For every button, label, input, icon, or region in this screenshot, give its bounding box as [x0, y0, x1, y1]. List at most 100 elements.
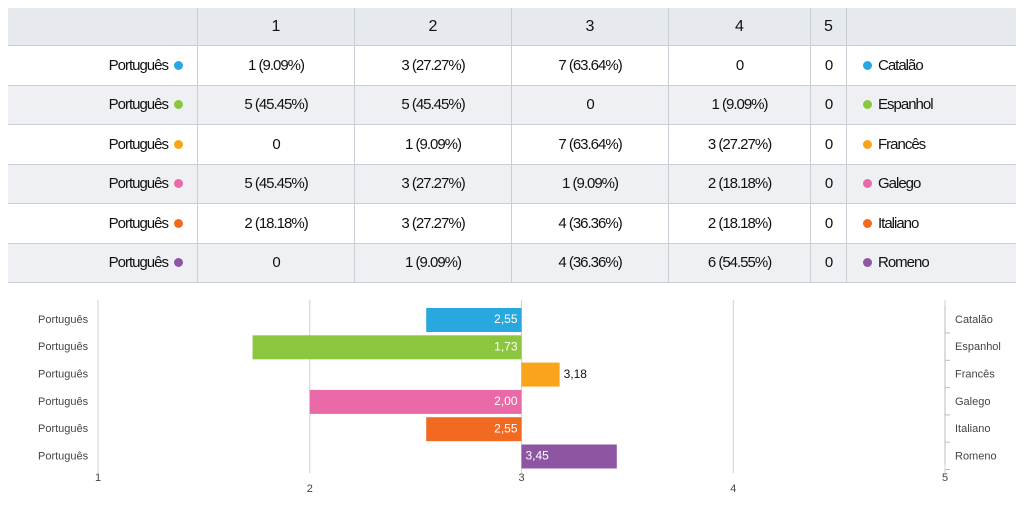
cell-text: 4 (36.36%): [558, 254, 622, 272]
cell-text: 0: [824, 214, 833, 232]
dot: [174, 100, 183, 110]
bar: [252, 335, 522, 360]
row-label: Português: [38, 314, 89, 326]
row-label: Português: [38, 369, 89, 381]
dot: [174, 179, 183, 189]
row-label: Português: [108, 96, 169, 114]
row-name-cell: Espanhol: [847, 86, 1016, 125]
table-cell: 4 (36.36%): [512, 204, 669, 243]
bar: [309, 389, 522, 414]
row-label: Português: [108, 175, 169, 193]
chart: 1 2 3 4 5 Português Catalão 2,55 Português Espanh…: [38, 300, 1001, 495]
row-name: Espanhol: [878, 96, 934, 114]
row-name: Francês: [878, 135, 926, 153]
cell-text: 3 (27.27%): [401, 214, 465, 232]
cell-text: 7 (63.64%): [558, 135, 622, 153]
table-cell: 1 (9.09%): [355, 125, 512, 164]
table-cell: 1 (9.09%): [512, 164, 669, 203]
cell-text: 2 (18.18%): [707, 214, 772, 232]
row-name: Galego: [878, 175, 921, 193]
dot: [863, 218, 872, 228]
x-tick-label: 3: [518, 472, 524, 484]
cell-text: 0: [824, 96, 833, 114]
table-cell: 0: [811, 164, 847, 203]
table-cell: 0: [198, 125, 355, 164]
header-cell: 4: [669, 8, 811, 45]
table-cell: 7 (63.64%): [512, 46, 669, 85]
row-name: Romeno: [878, 254, 930, 272]
value-label: 2,55: [494, 312, 518, 326]
bar: [426, 417, 522, 442]
cell-text: 1 (9.09%): [247, 56, 305, 74]
header-text: 1: [271, 17, 281, 35]
table-row: Português 5 (45.45%) 3 (27.27%) 1 (9.09%) 2 …: [8, 164, 1016, 204]
x-tick-label: 4: [730, 483, 736, 495]
table-cell: 3 (27.27%): [355, 204, 512, 243]
cell-text: 1 (9.09%): [404, 135, 462, 153]
row-name-cell: Catalão: [847, 46, 1016, 85]
row-name-cell: Galego: [847, 165, 1016, 204]
row-label: Português: [108, 214, 169, 232]
category-label: Catalão: [955, 314, 993, 326]
results-table: 1 2 3 4 5 Português 1 (9.09%) 3 (27.27%) 7 (63.6…: [8, 8, 1016, 283]
row-label: Português: [38, 341, 89, 353]
cell-text: 1 (9.09%): [404, 254, 462, 272]
table-cell: 0: [669, 46, 811, 85]
category-label: Espanhol: [955, 341, 1001, 353]
header-cell: 5: [811, 8, 847, 45]
cell-text: 6 (54.55%): [707, 254, 772, 272]
dot: [174, 218, 183, 228]
cell-text: 1 (9.09%): [561, 175, 619, 193]
cell-text: 0: [824, 135, 833, 153]
header-cell: 3: [512, 8, 669, 45]
value-label: 2,00: [494, 394, 518, 408]
header-text: 2: [428, 17, 438, 35]
table-row: Português 5 (45.45%) 5 (45.45%) 0 1 (9.09%) 0…: [8, 85, 1016, 125]
table-cell: 3 (27.27%): [669, 125, 811, 164]
cell-text: 3 (27.27%): [401, 175, 465, 193]
category-label: Galego: [955, 396, 990, 408]
table-row: Português 1 (9.09%) 3 (27.27%) 7 (63.64%) 0 0…: [8, 46, 1016, 86]
row-name-cell: Romeno: [847, 244, 1016, 283]
header-row: 1 2 3 4 5: [8, 8, 1016, 46]
header-cell: [847, 8, 1016, 45]
table-cell: 1 (9.09%): [355, 243, 512, 282]
cell-text: 7 (63.64%): [558, 56, 622, 74]
table-cell: 4 (36.36%): [512, 243, 669, 282]
category-label: Francês: [955, 369, 995, 381]
header-text: 5: [824, 17, 833, 35]
cell-text: 3 (27.27%): [707, 135, 772, 153]
dot: [863, 60, 872, 70]
dot: [174, 258, 183, 268]
bar: [521, 362, 560, 387]
header-cell: 1: [198, 8, 355, 45]
table-cell: 2 (18.18%): [669, 164, 811, 203]
x-tick-label: 5: [942, 472, 948, 484]
cell-text: 0: [824, 254, 833, 272]
row-label: Português: [38, 396, 89, 408]
cell-text: 2 (18.18%): [244, 214, 308, 232]
value-label: 1,73: [494, 339, 518, 353]
cell-text: 5 (45.45%): [244, 96, 308, 114]
table-cell: 6 (54.55%): [669, 243, 811, 282]
header-text: 4: [735, 17, 744, 35]
dot: [863, 139, 872, 149]
table-cell: 5 (45.45%): [198, 85, 355, 124]
header-cell: 2: [355, 8, 512, 45]
table-cell: 5 (45.45%): [355, 85, 512, 124]
row-label: Português: [108, 56, 169, 74]
table-cell: 1 (9.09%): [669, 85, 811, 124]
row-label-cell: Português: [8, 204, 198, 243]
dot: [174, 139, 183, 149]
category-label: Italiano: [955, 423, 990, 435]
table-cell: 0: [811, 46, 847, 85]
table-cell: 0: [512, 85, 669, 124]
bar: [521, 444, 617, 469]
dot: [863, 100, 872, 110]
table-row: Português 0 1 (9.09%) 7 (63.64%) 3 (27.27%) 0…: [8, 125, 1016, 165]
table-cell: 3 (27.27%): [355, 46, 512, 85]
x-tick-label: 1: [95, 472, 101, 484]
dot: [863, 258, 872, 268]
row-label-cell: Português: [8, 125, 198, 164]
